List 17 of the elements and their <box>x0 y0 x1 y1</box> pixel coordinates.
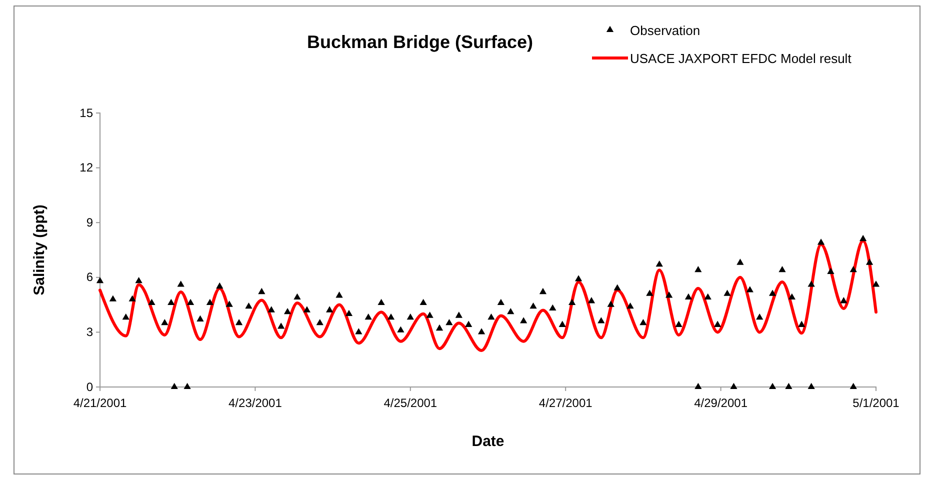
y-tick-label: 3 <box>86 325 94 340</box>
x-tick-label: 4/23/2001 <box>228 396 282 410</box>
x-tick-label: 4/21/2001 <box>73 396 128 410</box>
y-tick-label: 15 <box>80 106 94 120</box>
x-tick-label: 4/25/2001 <box>384 396 438 410</box>
chart-title: Buckman Bridge (Surface) <box>306 32 534 52</box>
y-tick-label: 9 <box>86 215 94 230</box>
legend-label: Observation <box>630 23 700 38</box>
y-tick-label: 0 <box>86 380 94 394</box>
y-tick-label: 6 <box>86 270 94 284</box>
x-tick-label: 5/1/2001 <box>852 396 900 410</box>
y-axis-title: Salinity (ppt) <box>31 204 48 296</box>
x-axis-title: Date <box>472 433 504 450</box>
x-tick-label: 4/29/2001 <box>694 396 748 410</box>
y-tick-label: 12 <box>80 160 94 175</box>
x-tick-label: 4/27/2001 <box>538 396 593 410</box>
legend-label: USACE JAXPORT EFDC Model result <box>630 51 852 66</box>
